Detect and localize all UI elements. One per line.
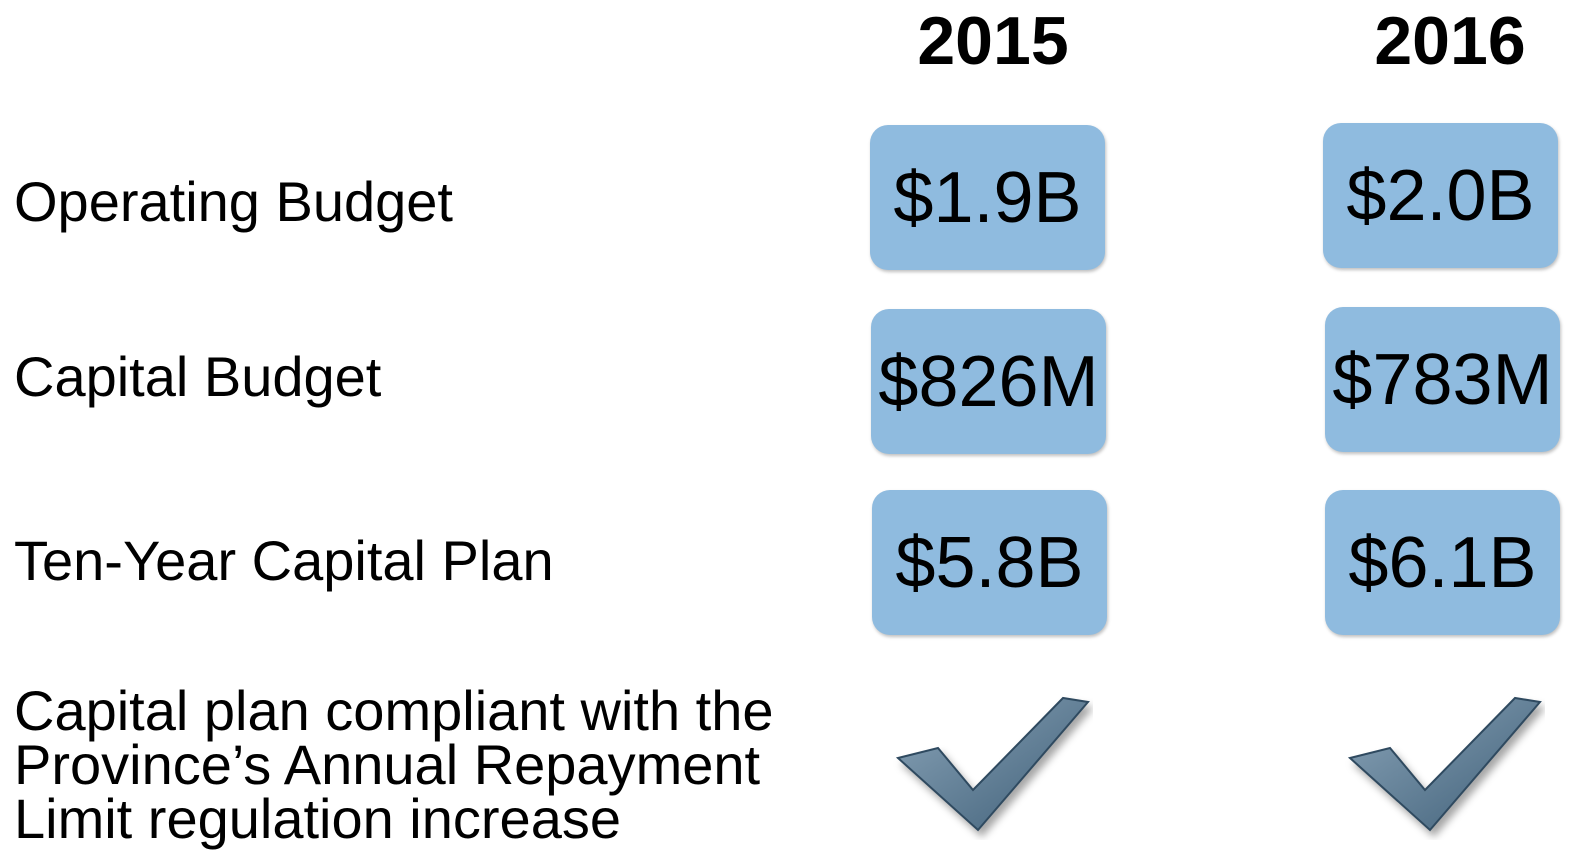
check-icon xyxy=(1347,696,1542,832)
value-box: $826M xyxy=(871,309,1106,454)
row-label: Capital Budget xyxy=(14,345,382,408)
value-box: $783M xyxy=(1325,307,1560,452)
value-box: $2.0B xyxy=(1323,123,1558,268)
column-header: 2016 xyxy=(1374,3,1526,79)
value-box: $5.8B xyxy=(872,490,1107,635)
value-box: $1.9B xyxy=(870,125,1105,270)
row-label: Capital plan compliant with the Province… xyxy=(14,679,774,850)
row-label: Ten-Year Capital Plan xyxy=(14,529,554,592)
value-box: $6.1B xyxy=(1325,490,1560,635)
check-icon xyxy=(895,696,1090,832)
column-header: 2015 xyxy=(917,3,1069,79)
row-label: Operating Budget xyxy=(14,170,453,233)
